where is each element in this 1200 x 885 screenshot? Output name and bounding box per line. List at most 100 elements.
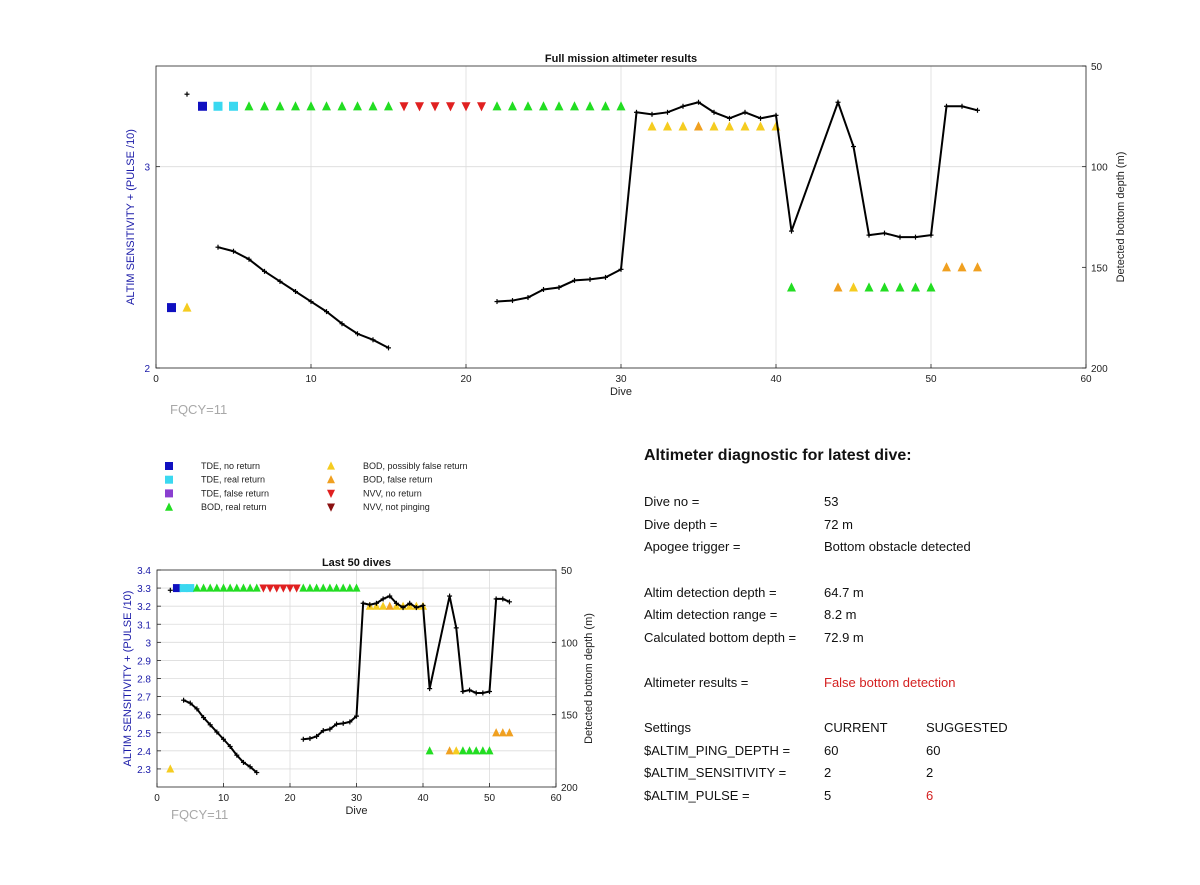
- legend-label: NVV, not pinging: [363, 502, 430, 512]
- depth-line: [183, 699, 258, 774]
- marker-nvv-no-return: [286, 584, 294, 593]
- marker-bod-real-return: [601, 101, 610, 111]
- x-tick-label: 30: [351, 793, 363, 804]
- chart-last-50: 0 10 20 30 40 50 60 2.3 2.4 2.5 2.6 2.7 2.8 2.9 3 3.1 3.…: [122, 557, 595, 822]
- marker-tde-real-return: [186, 584, 195, 593]
- x-tick-label: 50: [925, 374, 937, 385]
- marker-bod-possibly-false-return: [678, 121, 688, 131]
- legend-marker: [327, 503, 335, 512]
- y-left-tick-label: 3.1: [137, 620, 151, 631]
- marker-bod-real-return: [312, 583, 321, 592]
- marker-bod-real-return: [212, 583, 221, 592]
- marker-bod-real-return: [523, 101, 533, 111]
- settings-header-label: Settings: [644, 720, 691, 735]
- marker-bod-real-return: [384, 101, 393, 111]
- marker-bod-real-return: [252, 583, 261, 592]
- depth-point: [393, 600, 399, 606]
- setting-suggested-sensitivity: 2: [926, 765, 934, 780]
- depth-line: [496, 99, 978, 303]
- x-tick-label: 0: [154, 793, 160, 804]
- setting-label-sensitivity: $ALTIM_SENSITIVITY =: [644, 765, 787, 780]
- diag-value-apogee-trigger: Bottom obstacle detected: [824, 539, 971, 554]
- marker-bod-real-return: [226, 583, 235, 592]
- diag-value-dive-depth: 72 m: [824, 517, 853, 532]
- depth-point: [603, 274, 608, 280]
- depth-point: [194, 706, 200, 712]
- depth-line: [217, 246, 389, 349]
- y-right-tick-label: 150: [561, 711, 578, 722]
- depth-point: [835, 99, 841, 105]
- depth-point: [618, 266, 624, 272]
- depth-point: [221, 736, 226, 742]
- depth-point: [167, 587, 173, 593]
- y-right-tick-label: 200: [1091, 364, 1108, 375]
- depth-point: [246, 256, 252, 262]
- depth-point: [742, 109, 748, 115]
- depth-point: [649, 111, 655, 117]
- marker-bod-real-return: [911, 282, 920, 292]
- marker-bod-real-return: [492, 101, 502, 111]
- depth-point: [634, 109, 639, 115]
- y-right-tick-label: 100: [561, 638, 578, 649]
- y-left-tick-label: 3: [145, 638, 151, 649]
- depth-point: [308, 299, 314, 305]
- depth-point: [354, 713, 359, 719]
- marker-bod-false-return: [833, 282, 843, 292]
- marker-nvv-no-return: [430, 102, 440, 112]
- setting-suggested-pulse: 6: [926, 788, 934, 803]
- depth-point: [327, 726, 333, 732]
- depth-point: [181, 697, 187, 703]
- y-right-tick-label: 50: [561, 566, 573, 577]
- legend-marker: [165, 462, 173, 470]
- depth-point: [510, 298, 515, 304]
- marker-bod-real-return: [232, 583, 241, 592]
- marker-bod-real-return: [325, 583, 334, 592]
- depth-point: [711, 109, 717, 115]
- marker-bod-real-return: [458, 746, 467, 755]
- legend-marker: [327, 475, 335, 484]
- depth-point: [355, 331, 360, 337]
- depth-point: [320, 728, 326, 734]
- legend-label: BOD, false return: [363, 475, 433, 485]
- marker-bod-real-return: [306, 101, 316, 111]
- legend-label: TDE, no return: [201, 461, 260, 471]
- marker-bod-false-return: [694, 121, 703, 131]
- marker-bod-possibly-false-return: [663, 121, 672, 131]
- depth-point: [975, 107, 980, 113]
- diag-label-detection-range: Altim detection range =: [644, 607, 778, 622]
- depth-point: [339, 321, 345, 327]
- y-left-tick-label: 2: [144, 364, 150, 375]
- depth-point: [340, 720, 346, 726]
- y-left-axis-label: ALTIM SENSITIVITY + (PULSE /10): [125, 129, 137, 305]
- depth-point: [866, 232, 872, 238]
- marker-bod-real-return: [260, 101, 269, 111]
- marker-bod-real-return: [244, 101, 254, 111]
- marker-bod-real-return: [926, 282, 936, 292]
- marker-bod-real-return: [299, 583, 308, 592]
- depth-point: [215, 244, 221, 250]
- marker-bod-false-return: [492, 728, 501, 737]
- depth-point: [427, 686, 433, 692]
- depth-point: [882, 230, 887, 236]
- x-tick-label: 40: [417, 793, 429, 804]
- depth-point: [773, 112, 779, 118]
- marker-bod-false-return: [957, 262, 967, 272]
- depth-point: [386, 345, 391, 351]
- frequency-annotation: FQCY=11: [170, 402, 227, 417]
- setting-suggested-ping-depth: 60: [926, 743, 941, 758]
- depth-point: [556, 284, 562, 290]
- depth-point: [420, 602, 426, 608]
- marker-bod-possibly-false-return: [849, 282, 858, 292]
- x-axis-label: Dive: [610, 386, 632, 398]
- depth-point: [214, 729, 220, 735]
- y-left-tick-label: 2.7: [137, 693, 151, 704]
- x-tick-label: 60: [1080, 374, 1092, 385]
- marker-bod-real-return: [880, 282, 889, 292]
- marker-nvv-no-return: [415, 102, 424, 112]
- depth-point: [234, 752, 240, 758]
- depth-point: [493, 596, 499, 602]
- setting-label-pulse: $ALTIM_PULSE =: [644, 788, 750, 803]
- marker-bod-real-return: [368, 101, 378, 111]
- depth-point: [254, 770, 260, 776]
- marker-bod-real-return: [319, 583, 328, 592]
